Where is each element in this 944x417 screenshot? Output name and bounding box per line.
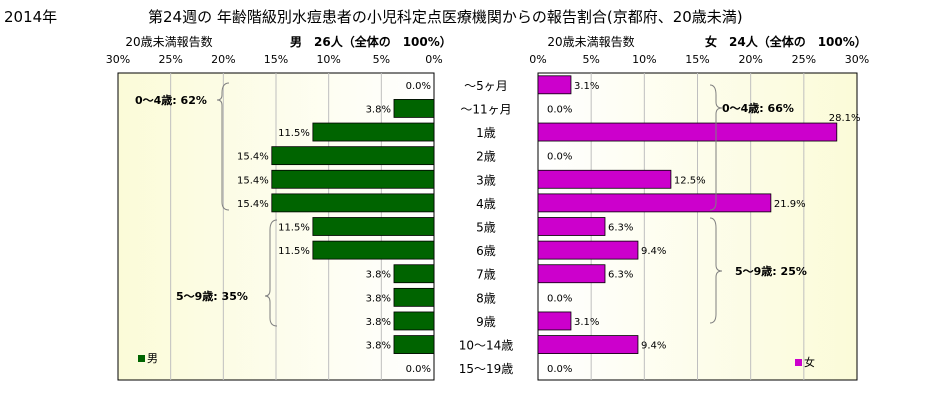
age-category-label: 6歳 xyxy=(476,244,496,258)
female-bar xyxy=(537,217,606,236)
age-category-label: 〜5ヶ月 xyxy=(464,79,508,93)
age-category-label: 2歳 xyxy=(476,150,496,164)
male-data-label: 11.5% xyxy=(278,223,310,234)
male-total-label: 男 26人（全体の 100%） xyxy=(290,34,452,49)
male-data-labels: 0.0% 3.8% 11.5% 15.4% 15.4% 15.4% 11.5% 11.5% 3.… xyxy=(237,81,431,375)
male-data-label: 11.5% xyxy=(278,246,310,257)
male-bars xyxy=(271,99,435,354)
male-data-label: 3.8% xyxy=(366,293,391,304)
age-category-label: 5歳 xyxy=(476,221,496,235)
male-legend-label: 男 xyxy=(147,352,158,365)
age-category-label: 7歳 xyxy=(476,268,496,282)
age-category-label: 4歳 xyxy=(476,197,496,211)
female-bar xyxy=(537,193,772,213)
male-x-tick-label: 30% xyxy=(106,53,130,66)
female-data-label: 28.1% xyxy=(829,113,861,124)
age-category-label: 15〜19歳 xyxy=(459,362,514,376)
female-bars xyxy=(537,75,838,354)
female-x-tick-label: 5% xyxy=(582,53,599,66)
female-total-label: 女 24人（全体の 100%） xyxy=(705,34,867,49)
female-data-labels: 3.1% 0.0% 28.1% 0.0% 12.5% 21.9% 6.3% 9.4% 6.3% 0… xyxy=(547,81,861,375)
female-data-label: 0.0% xyxy=(547,104,572,115)
age-category-label: 9歳 xyxy=(476,315,496,329)
chart-title: 第24週の 年齢階級別水痘患者の小児科定点医療機関からの報告割合(京都府、20歳… xyxy=(148,8,743,26)
male-data-label: 15.4% xyxy=(237,175,269,186)
male-bar xyxy=(393,99,435,118)
female-x-tick-label: 25% xyxy=(792,53,816,66)
male-bar xyxy=(271,193,435,213)
female-x-tick-label: 20% xyxy=(738,53,762,66)
male-5-9-bracket xyxy=(264,219,278,327)
female-x-ticks: 0% 5% 10% 15% 20% 25% 30% xyxy=(529,53,869,66)
female-data-label: 9.4% xyxy=(641,341,666,352)
age-category-label: 10〜14歳 xyxy=(459,339,514,353)
male-bar xyxy=(312,217,435,236)
male-data-label: 3.8% xyxy=(366,317,391,328)
male-x-tick-label: 25% xyxy=(158,53,182,66)
male-x-ticks: 30% 25% 20% 15% 10% 5% 0% xyxy=(106,53,443,66)
female-data-label: 6.3% xyxy=(608,223,633,234)
age-category-labels: 〜5ヶ月〜11ヶ月 1歳 2歳 3歳 4歳 5歳 6歳 7歳 8歳 9歳 10〜14歳 15〜19歳 xyxy=(459,79,514,376)
male-0-4-group-label: 0〜4歳: 62% xyxy=(135,93,207,107)
female-0-4-group-label: 0〜4歳: 66% xyxy=(722,101,794,115)
male-bar xyxy=(312,240,435,260)
male-data-label: 15.4% xyxy=(237,152,269,163)
male-x-tick-label: 5% xyxy=(373,53,390,66)
male-x-tick-label: 0% xyxy=(425,53,442,66)
female-data-label: 0.0% xyxy=(547,152,572,163)
age-category-label: 8歳 xyxy=(476,291,496,305)
age-category-label: 〜11ヶ月 xyxy=(460,102,511,116)
female-5-9-bracket xyxy=(709,217,723,324)
male-bar xyxy=(271,146,435,166)
female-data-label: 9.4% xyxy=(641,246,666,257)
male-legend-swatch xyxy=(138,355,145,362)
female-bar xyxy=(537,169,672,189)
female-bar xyxy=(537,122,838,142)
female-data-label: 21.9% xyxy=(774,199,806,210)
female-data-label: 3.1% xyxy=(574,317,599,328)
male-bar xyxy=(393,335,435,354)
female-legend-label: 女 xyxy=(804,355,815,369)
female-data-label: 0.0% xyxy=(547,364,572,375)
male-bar xyxy=(393,287,435,307)
female-data-label: 3.1% xyxy=(574,81,599,92)
female-data-label: 0.0% xyxy=(547,293,572,304)
right-axis-title: 20歳未満報告数 xyxy=(547,34,634,49)
female-bar xyxy=(537,75,572,95)
female-data-label: 6.3% xyxy=(608,270,633,281)
male-x-tick-label: 15% xyxy=(264,53,288,66)
male-bar xyxy=(393,264,435,284)
male-x-tick-label: 20% xyxy=(211,53,235,66)
female-5-9-group-label: 5〜9歳: 25% xyxy=(735,264,807,278)
female-bar xyxy=(537,240,639,260)
male-bar xyxy=(271,169,435,189)
female-data-label: 12.5% xyxy=(674,175,706,186)
female-bar xyxy=(537,264,606,284)
male-data-label: 0.0% xyxy=(406,81,431,92)
female-x-tick-label: 10% xyxy=(632,53,656,66)
female-bar xyxy=(537,311,572,331)
female-x-tick-label: 0% xyxy=(529,53,546,66)
female-0-4-bracket xyxy=(709,84,723,211)
male-0-4-bracket xyxy=(216,82,230,211)
male-bar xyxy=(393,311,435,331)
male-data-label: 3.8% xyxy=(366,104,391,115)
male-bar xyxy=(312,122,435,142)
male-data-label: 0.0% xyxy=(406,364,431,375)
male-data-label: 3.8% xyxy=(366,270,391,281)
left-axis-title: 20歳未満報告数 xyxy=(125,34,212,49)
male-data-label: 3.8% xyxy=(366,341,391,352)
age-category-label: 3歳 xyxy=(476,173,496,187)
female-x-tick-label: 15% xyxy=(685,53,709,66)
female-bar xyxy=(537,335,639,354)
female-x-tick-label: 30% xyxy=(845,53,869,66)
male-5-9-group-label: 5〜9歳: 35% xyxy=(176,289,248,303)
male-data-label: 15.4% xyxy=(237,199,269,210)
age-category-label: 1歳 xyxy=(476,126,496,140)
male-x-tick-label: 10% xyxy=(316,53,340,66)
male-data-label: 11.5% xyxy=(278,128,310,139)
female-legend-swatch xyxy=(795,359,802,366)
chart-year: 2014年 xyxy=(4,8,57,26)
